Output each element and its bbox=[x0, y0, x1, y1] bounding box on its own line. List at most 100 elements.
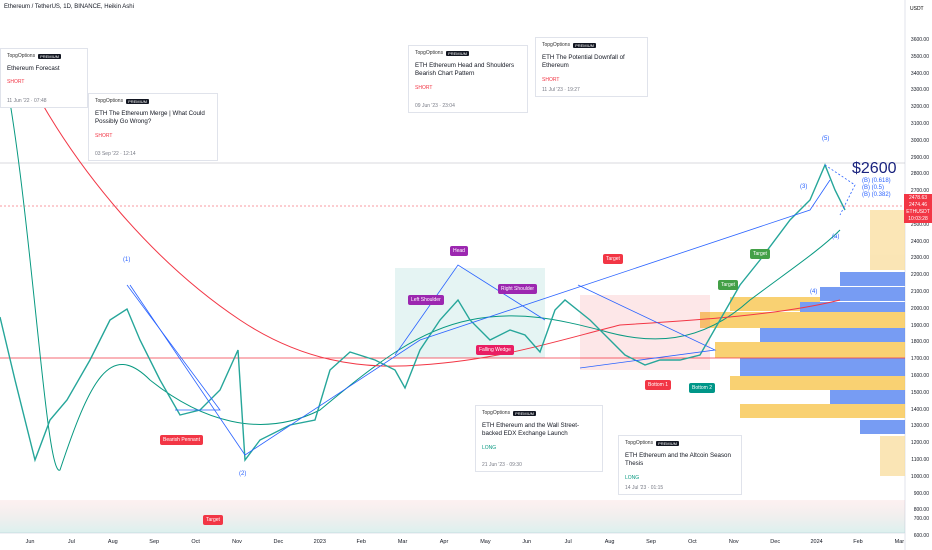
price-label: 1400.00 bbox=[910, 406, 929, 413]
annotation: Target bbox=[718, 280, 738, 290]
idea-direction: LONG bbox=[482, 444, 497, 451]
zone bbox=[395, 268, 545, 358]
price-label: 1600.00 bbox=[910, 373, 929, 379]
idea-card: TopgOptions PREMIUM ETH The Potential Down… bbox=[535, 37, 648, 97]
head-shoulders bbox=[394, 264, 546, 356]
time-label: Dec bbox=[770, 539, 781, 545]
badge: PREMIUM bbox=[126, 98, 149, 104]
price-label: 1100.00 bbox=[911, 457, 929, 463]
annotation: Head bbox=[450, 246, 468, 256]
price-tag: ETHUSDT bbox=[904, 208, 932, 216]
time-label: Nov bbox=[232, 539, 242, 545]
idea-title: ETH The Ethereum Merge | What Could Poss… bbox=[95, 110, 205, 126]
time-label: Feb bbox=[853, 539, 863, 545]
time-label: Jul bbox=[67, 539, 75, 545]
idea-author: TopgOptions PREMIUM bbox=[7, 53, 81, 59]
idea-date: 11 Jul '23 · 19:27 bbox=[542, 87, 580, 93]
idea-date: 03 Sep '22 · 12:14 bbox=[95, 151, 136, 157]
time-label: 2023 bbox=[313, 539, 326, 545]
time-label: Dec bbox=[273, 539, 284, 545]
author: TopgOptions bbox=[95, 98, 124, 104]
annotation: (B) (0.618) bbox=[862, 178, 891, 184]
annotation: Bottom 2 bbox=[689, 383, 716, 393]
vp-bar bbox=[715, 342, 905, 358]
pennant bbox=[126, 284, 221, 411]
idea-author: TopgOptions PREMIUM bbox=[415, 50, 521, 56]
idea-date: 11 Jun '22 · 07:48 bbox=[7, 98, 47, 104]
idea-direction: SHORT bbox=[95, 132, 113, 139]
vp-bar bbox=[820, 287, 905, 301]
price-label: 3000.00 bbox=[910, 137, 929, 144]
time-label: May bbox=[480, 539, 491, 545]
volume-area bbox=[0, 500, 905, 533]
price-label: 2300.00 bbox=[910, 255, 929, 262]
time-label: Oct bbox=[688, 539, 697, 545]
volume-profile bbox=[700, 210, 905, 476]
time-label: Aug bbox=[107, 539, 118, 545]
vp-bar bbox=[740, 358, 905, 376]
time-label: Jun bbox=[522, 539, 532, 545]
idea-title: ETH The Potential Downfall of Ethereum bbox=[542, 54, 625, 70]
idea-direction: LONG bbox=[625, 474, 640, 481]
price-label: 2800.00 bbox=[910, 171, 929, 178]
idea-direction: SHORT bbox=[542, 76, 560, 83]
price-label: 2100.00 bbox=[910, 289, 929, 295]
moving-average bbox=[39, 99, 841, 367]
price-label: 3400.00 bbox=[910, 70, 929, 77]
time-label: Aug bbox=[604, 539, 615, 545]
vp-bar bbox=[700, 312, 905, 328]
price-label: 3600.00 bbox=[910, 37, 929, 43]
idea-title: Ethereum Forecast bbox=[7, 65, 60, 72]
author: TopgOptions bbox=[482, 410, 511, 416]
price-label: 1900.00 bbox=[910, 322, 929, 329]
annotation: Bearish Pennant bbox=[160, 435, 203, 445]
annotation: (B) (0.5) bbox=[862, 185, 885, 191]
annotation: Falling Wedge bbox=[476, 345, 514, 355]
annotation: (a) bbox=[832, 234, 840, 240]
annotation: (3) bbox=[800, 184, 808, 190]
badge: PREMIUM bbox=[656, 440, 679, 446]
vp-bar bbox=[880, 436, 905, 476]
vp-bar bbox=[870, 210, 905, 270]
badge: PREMIUM bbox=[446, 50, 469, 56]
price-label: 1200.00 bbox=[910, 440, 929, 447]
price-label: 2700.00 bbox=[910, 188, 929, 195]
price-label: 1500.00 bbox=[910, 389, 929, 396]
idea-direction: SHORT bbox=[415, 84, 433, 91]
idea-date: 09 Jun '23 · 23:04 bbox=[415, 103, 455, 109]
price-tag: 2474.46 bbox=[904, 201, 932, 209]
price-label: 1000.00 bbox=[910, 473, 929, 480]
idea-card: TopgOptions PREMIUM ETH Ethereum Head and … bbox=[408, 45, 528, 113]
price-label: 2000.00 bbox=[910, 305, 929, 312]
annotation: Target bbox=[203, 515, 223, 525]
time-label: Feb bbox=[356, 539, 366, 545]
trend-line bbox=[244, 179, 831, 456]
annotation: Bottom 1 bbox=[645, 380, 672, 390]
idea-date: 14 Jul '23 · 01:15 bbox=[625, 485, 664, 491]
badge: PREMIUM bbox=[513, 410, 536, 416]
vp-bar bbox=[730, 297, 820, 311]
vp-bar bbox=[840, 272, 905, 286]
annotation: (2) bbox=[239, 471, 247, 477]
idea-card: TopgOptions PREMIUM ETH Ethereum and the W… bbox=[475, 405, 603, 472]
price-label: 700.00 bbox=[913, 516, 929, 522]
idea-author: TopgOptions PREMIUM bbox=[482, 410, 596, 416]
price-label: 3100.00 bbox=[910, 121, 929, 127]
price-label: 2900.00 bbox=[910, 154, 929, 161]
annotation: (1) bbox=[123, 257, 131, 263]
price-path bbox=[0, 163, 846, 463]
chart-title: Ethereum / TetherUS, 1D, BINANCE, Heikin… bbox=[4, 4, 134, 10]
idea-card: TopgOptions PREMIUM ETH The Ethereum Merge… bbox=[88, 93, 218, 161]
idea-card: TopgOptions PREMIUM Ethereum Forecast SHORT… bbox=[0, 48, 88, 108]
author: TopgOptions bbox=[415, 50, 444, 56]
idea-date: 21 Jun '23 · 09:30 bbox=[482, 462, 522, 468]
vp-bar bbox=[740, 404, 905, 418]
idea-title: ETH Ethereum and the Altcoin Season Thes… bbox=[625, 452, 731, 468]
idea-title: ETH Ethereum Head and Shoulders Bearish … bbox=[415, 62, 515, 78]
price-label: 600.00 bbox=[913, 533, 929, 539]
idea-author: TopgOptions PREMIUM bbox=[625, 440, 735, 446]
price-label: 2400.00 bbox=[910, 238, 929, 245]
annotation: Target bbox=[750, 249, 770, 259]
